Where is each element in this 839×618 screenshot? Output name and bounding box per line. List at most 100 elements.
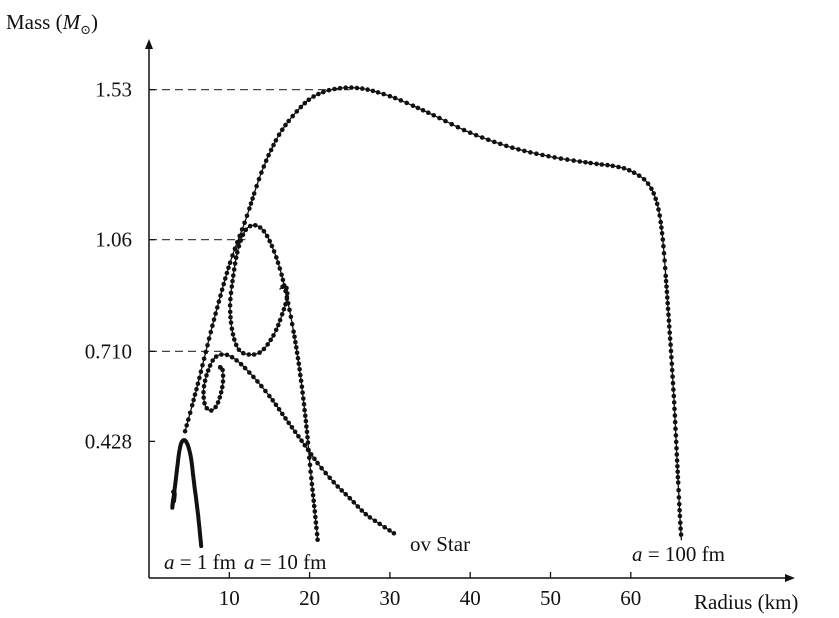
series-point-ov-star-18	[315, 460, 320, 466]
series-point-a-100-fm-37	[248, 201, 254, 206]
series-point-a-10-fm-29	[297, 367, 302, 372]
series-point-a-10-fm-17	[305, 435, 310, 440]
x-tick-label-1: 20	[299, 586, 320, 610]
series-point-a-100-fm-35	[244, 213, 250, 219]
series-point-ov-star-34	[263, 388, 268, 394]
series-point-a-10-fm-6	[311, 503, 317, 509]
series-point-a-10-fm-45	[279, 272, 284, 278]
series-point-ov-star-38	[247, 370, 252, 375]
series-point-a-100-fm-97	[534, 151, 539, 156]
series-point-a-100-fm-70	[375, 90, 381, 95]
series-point-ov-star-39	[242, 365, 248, 371]
series-point-a-100-fm-17	[210, 323, 215, 329]
series-point-a-100-fm-30	[232, 246, 238, 251]
series-point-a-10-fm-85	[268, 337, 274, 343]
series-point-a-100-fm-139	[666, 312, 671, 318]
series-point-a-10-fm-61	[235, 250, 240, 255]
series-point-a-100-fm-124	[658, 219, 663, 225]
series-point-ov-star-6	[363, 511, 369, 517]
series-point-ov-star-23	[299, 438, 304, 444]
series-point-a-10-fm-92	[283, 301, 288, 307]
series-point-a-10-fm-94	[285, 291, 290, 296]
series-point-ov-star-55	[204, 406, 210, 411]
series-point-a-100-fm-53	[290, 113, 296, 119]
series-point-a-10-fm-50	[269, 243, 275, 249]
series-point-a-100-fm-131	[662, 265, 668, 271]
series-point-a-100-fm-155	[672, 413, 678, 418]
series-a-1-fm	[170, 438, 204, 549]
series-point-a-100-fm-93	[510, 145, 515, 150]
series-point-ov-star-0	[391, 531, 397, 536]
series-point-a-100-fm-172	[678, 520, 683, 525]
series-point-ov-star-62	[220, 379, 226, 384]
series-point-a-10-fm-19	[304, 424, 309, 429]
series-point-a-100-fm-79	[426, 110, 431, 115]
series-point-a-10-fm-71	[227, 309, 233, 315]
series-point-a-100-fm-10	[198, 369, 204, 375]
series-point-a-10-fm-48	[274, 255, 279, 260]
series-point-a-100-fm-173	[678, 526, 683, 531]
series-point-a-10-fm-83	[261, 346, 267, 352]
series-point-a-10-fm-0	[315, 537, 320, 542]
series-point-ov-star-50	[202, 378, 208, 384]
series-point-a-10-fm-86	[271, 333, 276, 338]
series-point-a-100-fm-32	[237, 233, 242, 239]
series-point-a-100-fm-39	[251, 191, 257, 196]
series-point-a-100-fm-113	[626, 168, 632, 173]
series-point-a-100-fm-170	[677, 508, 682, 513]
series-point-a-10-fm-79	[241, 350, 246, 356]
series-point-a-100-fm-134	[664, 284, 669, 289]
series-point-a-10-fm-55	[253, 223, 258, 228]
series-point-a-100-fm-47	[271, 142, 276, 148]
series-point-a-10-fm-72	[228, 315, 233, 320]
series-point-a-100-fm-103	[571, 158, 576, 163]
series-point-ov-star-30	[276, 407, 282, 412]
series-point-a-100-fm-74	[398, 98, 404, 103]
series-point-a-100-fm-150	[670, 380, 676, 386]
series-point-a-10-fm-63	[232, 261, 238, 266]
series-point-a-10-fm-82	[257, 350, 262, 355]
series-point-a-100-fm-63	[337, 85, 343, 91]
series-point-a-100-fm-78	[420, 108, 426, 113]
series-point-ov-star-19	[312, 456, 317, 462]
series-point-a-100-fm-148	[669, 367, 675, 373]
series-point-a-10-fm-49	[271, 249, 277, 254]
series-point-ov-star-59	[217, 395, 223, 400]
series-point-a-100-fm-28	[227, 260, 233, 266]
series-point-a-10-fm-66	[230, 278, 235, 284]
series-point-ov-star-61	[220, 384, 225, 390]
series-point-a-100-fm-140	[666, 318, 672, 323]
series-point-a-10-fm-36	[291, 329, 296, 334]
series-point-a-100-fm-94	[516, 147, 521, 152]
series-point-a-100-fm-147	[669, 361, 675, 367]
series-point-ov-star-28	[283, 416, 288, 421]
series-point-a-100-fm-149	[670, 374, 675, 379]
series-point-a-10-fm-7	[311, 498, 317, 504]
series-point-a-100-fm-87	[473, 132, 479, 138]
series-line-a-1-fm	[170, 438, 204, 549]
series-point-ov-star-11	[343, 492, 349, 497]
series-point-a-100-fm-15	[206, 336, 212, 341]
series-point-a-100-fm-159	[673, 439, 679, 445]
series-point-a-10-fm-18	[304, 429, 310, 435]
x-tick-label-4: 50	[540, 586, 561, 610]
series-point-ov-star-15	[327, 475, 333, 481]
series-point-a-100-fm-54	[294, 109, 300, 114]
x-axis-title: Radius (km)	[694, 590, 798, 614]
series-point-a-100-fm-49	[276, 132, 282, 137]
series-point-a-100-fm-4	[189, 403, 195, 408]
series-point-a-10-fm-20	[303, 418, 309, 424]
series-point-a-10-fm-10	[309, 481, 315, 487]
series-point-a-100-fm-24	[221, 281, 226, 287]
series-point-a-100-fm-14	[205, 343, 210, 348]
series-point-a-100-fm-5	[191, 397, 196, 403]
series-point-a-100-fm-76	[410, 103, 416, 108]
series-point-a-10-fm-34	[293, 339, 298, 345]
series-point-a-100-fm-82	[443, 118, 448, 124]
x-tick-label-3: 40	[460, 586, 481, 610]
series-point-a-100-fm-117	[645, 181, 651, 186]
series-point-a-100-fm-60	[321, 89, 326, 95]
series-point-a-100-fm-102	[565, 157, 570, 162]
series-point-a-10-fm-21	[303, 413, 308, 419]
